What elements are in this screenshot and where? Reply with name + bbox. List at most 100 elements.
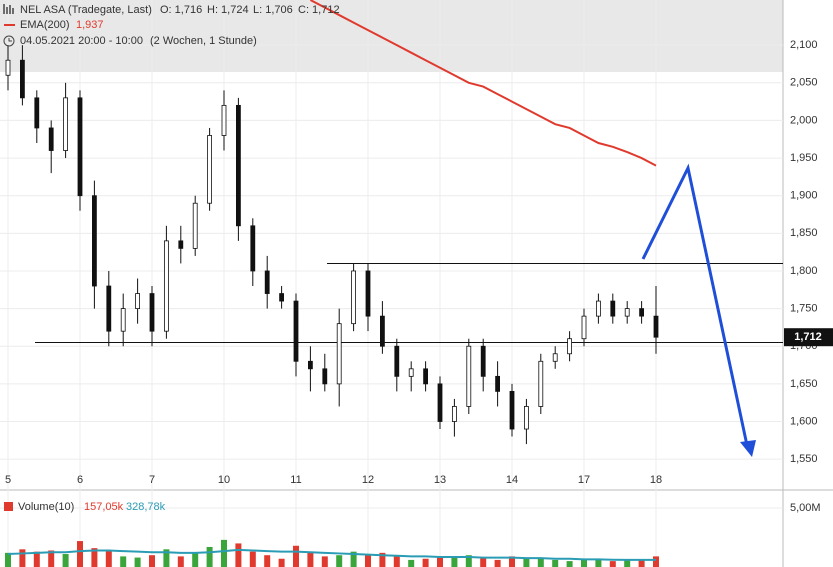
volume-bar	[192, 552, 199, 567]
candle-body	[92, 195, 97, 287]
candle-body	[480, 345, 486, 377]
candle-body	[624, 308, 630, 317]
subtitle: 04.05.2021 20:00 - 10:00	[20, 35, 143, 47]
x-tick-label: 17	[578, 474, 590, 486]
x-tick-label: 5	[5, 474, 11, 486]
candle-body	[351, 270, 357, 325]
volume-bar	[480, 557, 487, 567]
volume-bar	[249, 551, 256, 567]
volume-bar	[365, 554, 371, 567]
candle-body	[149, 293, 155, 332]
candle-body	[106, 285, 112, 332]
y-tick-label: 1,800	[790, 265, 818, 277]
candle-body	[596, 300, 601, 317]
y-tick-label: 1,950	[790, 152, 818, 164]
y-tick-label: 2,050	[790, 77, 818, 89]
candle-body	[120, 308, 126, 332]
candle-body	[509, 390, 515, 430]
plot	[5, 0, 783, 445]
header: NEL ASA (Tradegate, Last) O: 1,716 H: 1,…	[3, 4, 340, 47]
x-tick-label: 12	[362, 474, 374, 486]
candle-body	[524, 406, 529, 430]
candle-body	[610, 300, 616, 317]
volume-bar	[62, 554, 69, 567]
candle-body	[307, 360, 313, 370]
volume-bar	[134, 557, 141, 567]
header-band	[0, 0, 783, 72]
candle-body	[192, 202, 198, 249]
icon	[8, 38, 12, 42]
candle-body	[264, 270, 270, 294]
forecast-arrow	[641, 163, 750, 451]
period: (2 Wochen, 1 Stunde)	[150, 35, 257, 47]
candle-body	[552, 353, 558, 362]
volume-bar	[264, 555, 271, 567]
candle-body	[235, 104, 241, 227]
candle-body	[293, 300, 299, 362]
volume-header: Volume(10) 157,05k 328,78k	[4, 501, 166, 513]
legend-label: EMA(200)	[20, 19, 70, 31]
candle-body	[34, 97, 40, 129]
candle-body	[365, 270, 371, 317]
volume-bar	[221, 539, 227, 567]
volume-bar	[566, 561, 573, 567]
y-tick-label: 2,000	[790, 114, 818, 126]
y-tick-label: 1,850	[790, 227, 818, 239]
candle-body	[178, 240, 184, 249]
legend-value: 157,05k	[84, 501, 124, 513]
candle-body	[5, 59, 11, 76]
candle-body	[207, 135, 213, 204]
volume-bar	[465, 555, 472, 567]
candle-body	[495, 375, 501, 392]
info: C: 1,712	[298, 4, 340, 16]
arrow-head	[740, 440, 756, 457]
volume-bar	[177, 556, 184, 567]
volume-bar	[149, 555, 155, 567]
volume-bar	[609, 561, 616, 567]
info: L: 1,706	[253, 4, 293, 16]
candle-body	[250, 225, 256, 272]
candle-body	[48, 127, 54, 151]
volume-bar	[451, 556, 458, 567]
candle-body	[221, 104, 227, 136]
volume-bar	[393, 556, 400, 567]
volume-bar	[523, 557, 530, 567]
volume-bar	[552, 559, 559, 567]
price-flag-label: 1,712	[794, 331, 822, 343]
volume-bar	[307, 552, 314, 567]
icon	[3, 35, 15, 47]
volume-bar	[653, 556, 659, 567]
volume-bar	[408, 559, 415, 567]
volume-bar	[91, 548, 98, 567]
legend-value: 328,78k	[126, 501, 166, 513]
volume-bar	[494, 559, 501, 567]
volume-bar	[595, 558, 602, 567]
volume-title: Volume(10)	[18, 501, 74, 513]
candle-body	[63, 97, 68, 151]
y-tick-label: 1,900	[790, 190, 818, 202]
candle-body	[423, 368, 429, 385]
volume-bar	[321, 556, 328, 567]
candle-body	[322, 368, 328, 385]
volume-bar	[638, 559, 645, 567]
y-tick-label: 1,600	[790, 415, 818, 427]
volume-bar	[163, 549, 170, 567]
y-tick-label: 1,550	[790, 453, 818, 465]
x-tick-label: 18	[650, 474, 662, 486]
volume-bar	[48, 550, 55, 567]
candle-body	[379, 315, 385, 347]
volume-bar	[437, 557, 443, 567]
volume-bar	[235, 543, 242, 567]
candle-body	[336, 323, 342, 385]
volume-bar	[120, 556, 127, 567]
candle-body	[19, 59, 25, 99]
candle-body	[279, 293, 285, 302]
candle-body	[653, 315, 659, 338]
icon	[3, 4, 14, 14]
candle-body	[163, 240, 169, 332]
volume-bar	[537, 558, 544, 567]
volume-bar	[509, 556, 515, 567]
y-tick-label: 2,100	[790, 39, 818, 51]
candle-body	[466, 345, 472, 407]
